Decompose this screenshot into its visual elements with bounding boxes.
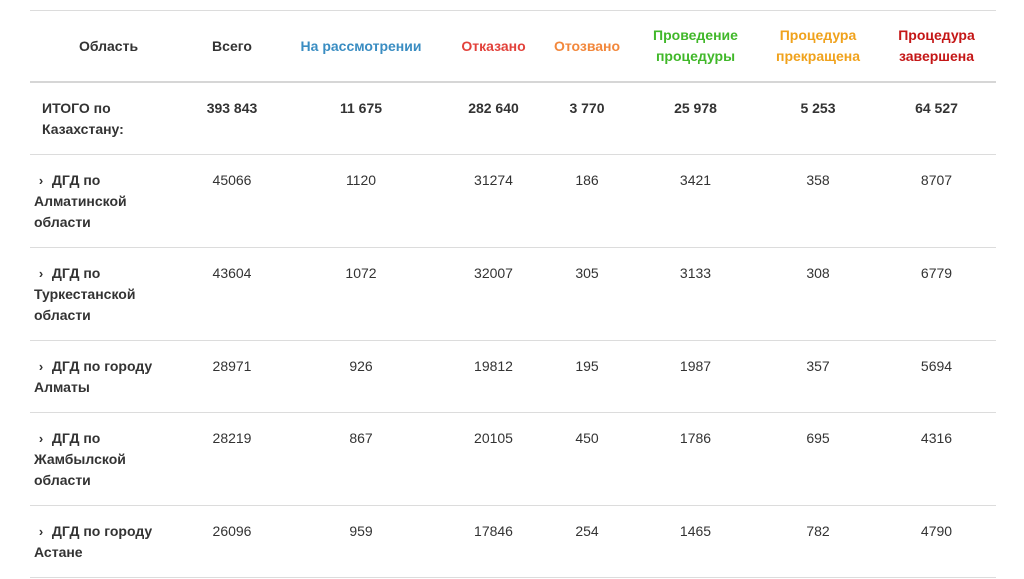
header-total: Всего — [187, 11, 277, 83]
total-label-line1: ИТОГО по — [42, 100, 111, 116]
top-divider — [30, 10, 996, 11]
cell-review: 926 — [277, 340, 445, 413]
cell-withdrawn: 450 — [542, 412, 632, 506]
cell-stopped: 358 — [759, 154, 877, 248]
statistics-table-container: Область Всего На рассмотрении Отказано О… — [30, 10, 996, 578]
cell-withdrawn: 305 — [542, 247, 632, 341]
header-refused: Отказано — [445, 11, 542, 83]
total-row: ИТОГО по Казахстану: 393 843 11 675 282 … — [30, 82, 996, 155]
header-review: На рассмотрении — [277, 11, 445, 83]
cell-done: 5694 — [877, 340, 996, 413]
region-label-line1: ДГД по городу — [51, 523, 153, 539]
header-stopped: Процедура прекращена — [759, 11, 877, 83]
cell-total: 28219 — [187, 412, 277, 506]
cell-done: 4316 — [877, 412, 996, 506]
chevron-right-icon[interactable]: › — [38, 173, 44, 188]
header-ongoing-line1: Проведение — [653, 27, 738, 43]
table-row[interactable]: › ДГД по Туркестанской области 43604 107… — [30, 247, 996, 341]
header-ongoing: Проведение процедуры — [632, 11, 759, 83]
chevron-right-icon[interactable]: › — [38, 524, 44, 539]
cell-ongoing: 1465 — [632, 505, 759, 578]
cell-ongoing: 3133 — [632, 247, 759, 341]
cell-ongoing: 3421 — [632, 154, 759, 248]
cell-ongoing: 1987 — [632, 340, 759, 413]
header-done: Процедура завершена — [877, 11, 996, 83]
region-cell[interactable]: › ДГД по Туркестанской области — [30, 247, 187, 341]
cell-withdrawn: 186 — [542, 154, 632, 248]
table-header: Область Всего На рассмотрении Отказано О… — [30, 11, 996, 83]
table-row[interactable]: › ДГД по Алматинской области 45066 1120 … — [30, 154, 996, 248]
region-label-line1: ДГД по — [51, 430, 101, 446]
cell-withdrawn: 195 — [542, 340, 632, 413]
cell-done: 6779 — [877, 247, 996, 341]
table-row[interactable]: › ДГД по городу Алматы 28971 926 19812 1… — [30, 340, 996, 413]
cell-refused: 20105 — [445, 412, 542, 506]
region-label-line2: Алматы — [34, 379, 90, 395]
cell-refused: 31274 — [445, 154, 542, 248]
cell-ongoing: 1786 — [632, 412, 759, 506]
header-row: Область Всего На рассмотрении Отказано О… — [30, 11, 996, 83]
total-cell-total: 393 843 — [187, 82, 277, 155]
cell-total: 45066 — [187, 154, 277, 248]
region-label-line3: области — [34, 214, 91, 230]
cell-done: 4790 — [877, 505, 996, 578]
cell-stopped: 695 — [759, 412, 877, 506]
cell-stopped: 308 — [759, 247, 877, 341]
total-cell-done: 64 527 — [877, 82, 996, 155]
header-done-line1: Процедура — [898, 27, 975, 43]
header-ongoing-line2: процедуры — [655, 48, 736, 64]
region-label-line2: Алматинской — [34, 193, 127, 209]
cell-refused: 17846 — [445, 505, 542, 578]
cell-review: 1072 — [277, 247, 445, 341]
region-label-line2: Астане — [34, 544, 83, 560]
table-body: ИТОГО по Казахстану: 393 843 11 675 282 … — [30, 82, 996, 578]
region-cell[interactable]: › ДГД по городу Астане — [30, 505, 187, 578]
cell-review: 867 — [277, 412, 445, 506]
cell-refused: 32007 — [445, 247, 542, 341]
total-cell-ongoing: 25 978 — [632, 82, 759, 155]
table-row[interactable]: › ДГД по городу Астане 26096 959 17846 2… — [30, 505, 996, 578]
statistics-table: Область Всего На рассмотрении Отказано О… — [30, 11, 996, 578]
header-stopped-line1: Процедура — [779, 27, 857, 43]
region-label-line1: ДГД по — [51, 172, 101, 188]
total-row-label: ИТОГО по Казахстану: — [30, 82, 187, 155]
cell-review: 959 — [277, 505, 445, 578]
header-region: Область — [30, 11, 187, 83]
total-cell-refused: 282 640 — [445, 82, 542, 155]
region-label-line2: Жамбылской — [34, 451, 126, 467]
region-label-line2: Туркестанской — [34, 286, 136, 302]
region-cell[interactable]: › ДГД по городу Алматы — [30, 340, 187, 413]
region-label-line3: области — [34, 472, 91, 488]
cell-stopped: 357 — [759, 340, 877, 413]
header-done-line2: завершена — [898, 48, 975, 64]
cell-refused: 19812 — [445, 340, 542, 413]
cell-stopped: 782 — [759, 505, 877, 578]
table-row[interactable]: › ДГД по Жамбылской области 28219 867 20… — [30, 412, 996, 506]
chevron-right-icon[interactable]: › — [38, 431, 44, 446]
chevron-right-icon[interactable]: › — [38, 266, 44, 281]
total-cell-review: 11 675 — [277, 82, 445, 155]
total-cell-stopped: 5 253 — [759, 82, 877, 155]
total-label-line2: Казахстану: — [42, 121, 124, 137]
total-cell-withdrawn: 3 770 — [542, 82, 632, 155]
region-label-line1: ДГД по — [51, 265, 101, 281]
region-label-line3: области — [34, 307, 91, 323]
chevron-right-icon[interactable]: › — [38, 359, 44, 374]
region-cell[interactable]: › ДГД по Алматинской области — [30, 154, 187, 248]
header-stopped-line2: прекращена — [776, 48, 860, 64]
cell-withdrawn: 254 — [542, 505, 632, 578]
cell-done: 8707 — [877, 154, 996, 248]
cell-total: 26096 — [187, 505, 277, 578]
cell-total: 28971 — [187, 340, 277, 413]
cell-review: 1120 — [277, 154, 445, 248]
region-cell[interactable]: › ДГД по Жамбылской области — [30, 412, 187, 506]
region-label-line1: ДГД по городу — [51, 358, 153, 374]
cell-total: 43604 — [187, 247, 277, 341]
header-withdrawn: Отозвано — [542, 11, 632, 83]
